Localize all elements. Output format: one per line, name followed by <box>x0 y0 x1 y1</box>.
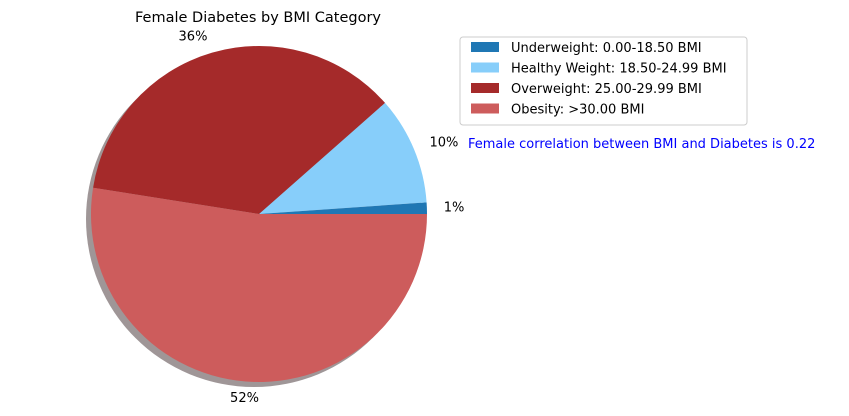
pie-slice-obesity <box>91 187 428 382</box>
pie-slice-overweight <box>93 46 386 214</box>
chart-title: Female Diabetes by BMI Category <box>135 10 381 26</box>
legend-swatch-overweight <box>471 83 499 93</box>
legend-label-obesity: Obesity: >30.00 BMI <box>511 103 644 118</box>
pie-slice-underweight <box>259 202 427 214</box>
percent-label-overweight: 36% <box>179 30 208 45</box>
percent-label-obesity: 52% <box>230 391 259 406</box>
pie-slice-healthy-weight <box>259 102 427 214</box>
legend-box <box>459 36 748 126</box>
legend-label-overweight: Overweight: 25.00-29.99 BMI <box>511 82 702 97</box>
percent-label-healthy-weight: 10% <box>430 136 459 151</box>
percent-label-underweight: 1% <box>444 201 465 216</box>
pie-slices <box>91 46 428 382</box>
legend-swatch-obesity <box>471 103 499 114</box>
pie-percent-labels: 1% 10% 36% 52% <box>179 30 465 407</box>
legend: Underweight: 0.00-18.50 BMI Healthy Weigh… <box>459 36 748 126</box>
legend-swatch-healthy-weight <box>471 62 499 73</box>
legend-label-healthy-weight: Healthy Weight: 18.50-24.99 BMI <box>511 62 727 77</box>
legend-label-underweight: Underweight: 0.00-18.50 BMI <box>511 41 702 56</box>
legend-swatch-underweight <box>471 42 499 52</box>
correlation-annotation: Female correlation between BMI and Diabe… <box>468 137 815 152</box>
